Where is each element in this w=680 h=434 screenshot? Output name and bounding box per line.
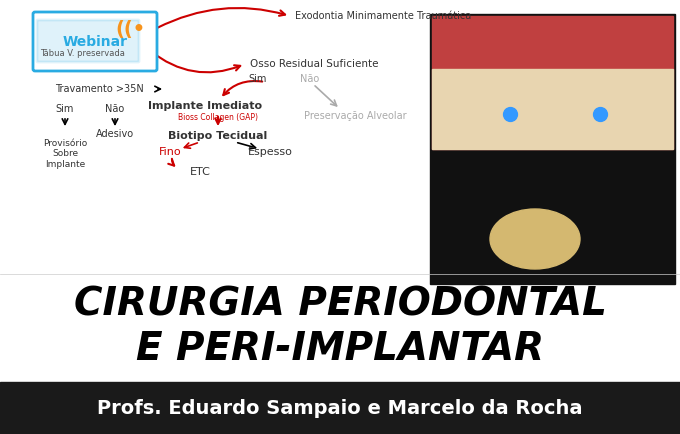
- FancyBboxPatch shape: [33, 12, 157, 71]
- Text: Fino: Fino: [158, 147, 182, 157]
- Text: ETC: ETC: [190, 167, 211, 177]
- Text: Adesivo: Adesivo: [96, 129, 134, 139]
- Text: Implante Imediato: Implante Imediato: [148, 101, 262, 111]
- Text: Osso Residual Suficiente: Osso Residual Suficiente: [250, 59, 379, 69]
- Bar: [430, 14, 675, 284]
- Text: Exodontia Minimamente Traumática: Exodontia Minimamente Traumática: [295, 11, 471, 21]
- Text: Tábua V. preservada: Tábua V. preservada: [40, 49, 125, 59]
- Ellipse shape: [490, 209, 580, 269]
- Text: Biotipo Tecidual: Biotipo Tecidual: [169, 131, 268, 141]
- Text: Não: Não: [301, 74, 320, 84]
- Text: CIRURGIA PERIODONTAL: CIRURGIA PERIODONTAL: [73, 285, 607, 323]
- Bar: [0, 382, 680, 434]
- Text: Sim: Sim: [56, 104, 74, 114]
- Text: Bioss Collagen (GAP): Bioss Collagen (GAP): [178, 114, 258, 122]
- Text: E PERI-IMPLANTAR: E PERI-IMPLANTAR: [136, 330, 544, 368]
- Text: Sim: Sim: [249, 74, 267, 84]
- FancyBboxPatch shape: [37, 20, 139, 62]
- Bar: [432, 16, 673, 149]
- Text: ((•: ((•: [115, 20, 145, 39]
- Bar: [432, 69, 673, 149]
- Text: Travamento >35N: Travamento >35N: [55, 84, 143, 94]
- Text: Preservação Alveolar: Preservação Alveolar: [304, 111, 407, 121]
- Text: Profs. Eduardo Sampaio e Marcelo da Rocha: Profs. Eduardo Sampaio e Marcelo da Roch…: [97, 398, 583, 418]
- Text: Provisório
Sobre
Implante: Provisório Sobre Implante: [43, 139, 87, 169]
- Text: Não: Não: [105, 104, 124, 114]
- Text: Webinar: Webinar: [63, 35, 128, 49]
- Text: Espesso: Espesso: [248, 147, 292, 157]
